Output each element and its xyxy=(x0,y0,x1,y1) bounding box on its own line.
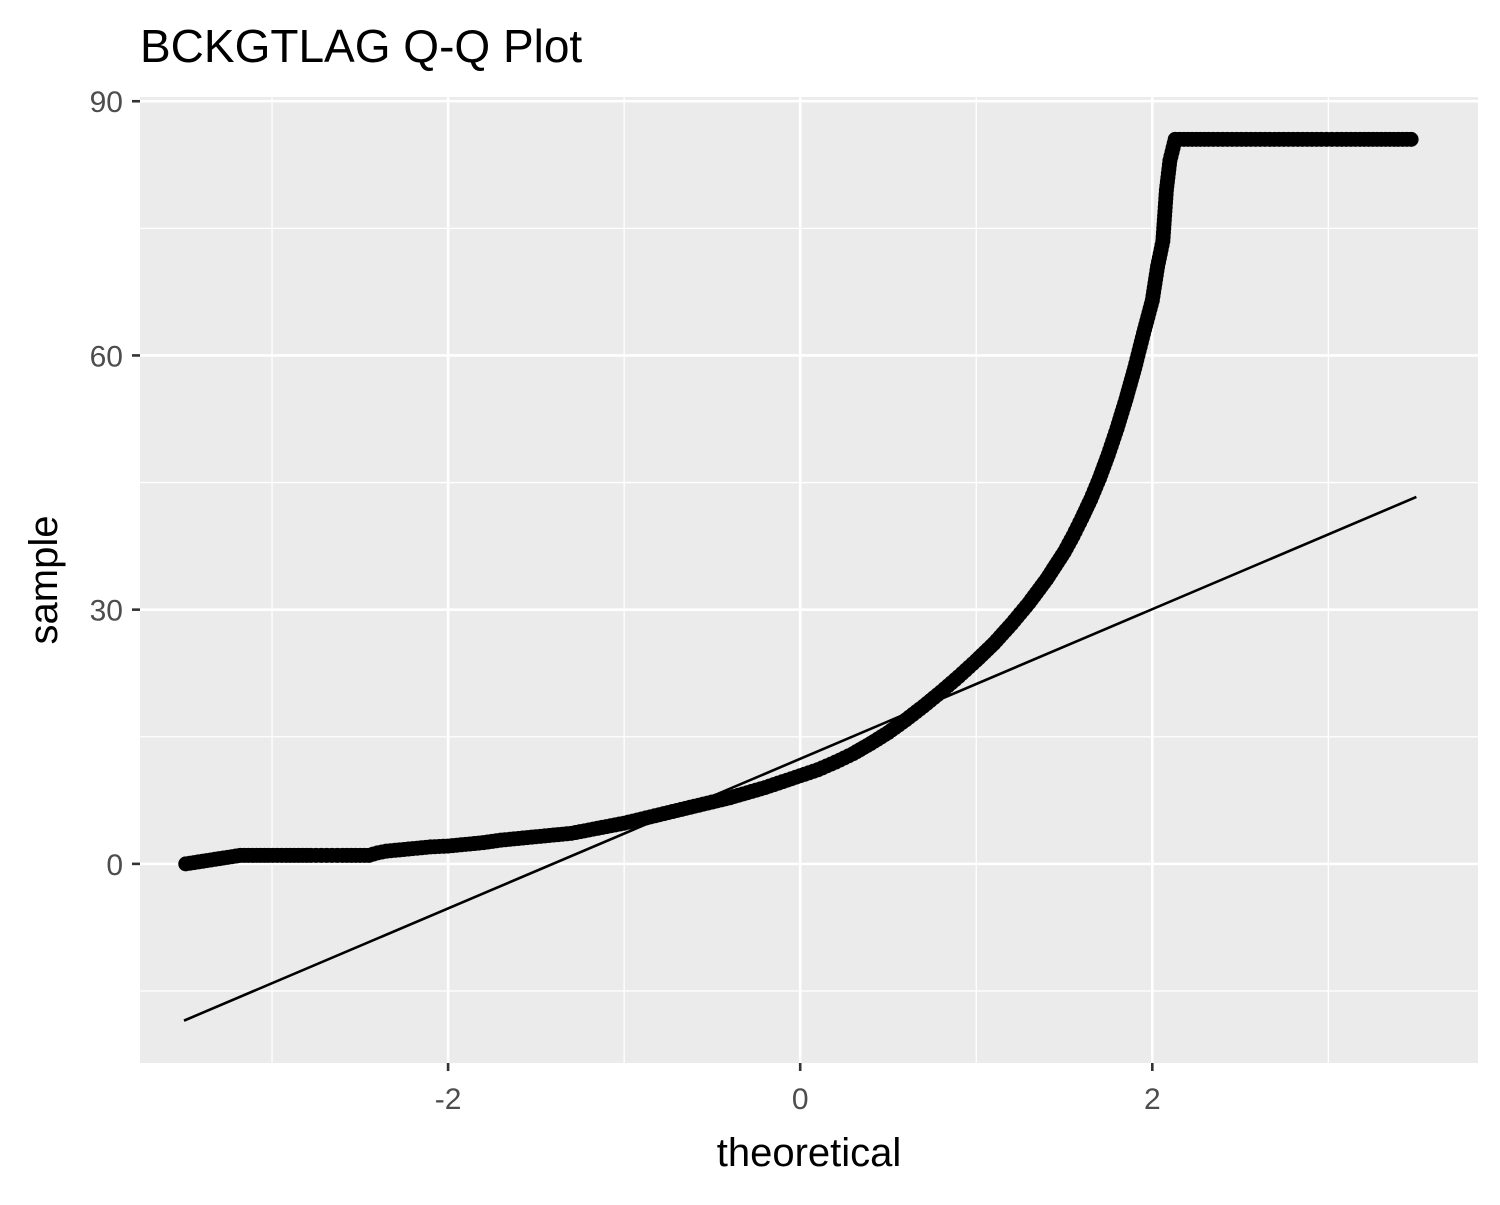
plot-panel xyxy=(140,97,1478,1063)
chart-title: BCKGTLAG Q-Q Plot xyxy=(140,20,582,72)
qq-point xyxy=(319,847,335,863)
qq-point xyxy=(1399,131,1415,147)
y-tick-label: 30 xyxy=(90,595,123,628)
x-tick-label: 0 xyxy=(792,1083,809,1116)
x-tick-label: 2 xyxy=(1144,1083,1161,1116)
qq-point xyxy=(308,847,324,863)
axes: -2 0 2 0 30 60 90 xyxy=(90,86,1161,1116)
data-points xyxy=(178,131,1419,872)
y-axis-title: sample xyxy=(22,516,66,645)
x-tick-label: -2 xyxy=(435,1083,462,1116)
y-tick-label: 90 xyxy=(90,86,123,119)
reference-line-layer xyxy=(183,495,1417,1022)
x-axis-title: theoretical xyxy=(717,1131,902,1175)
reference-line xyxy=(183,495,1417,1022)
y-tick-label: 0 xyxy=(106,849,123,882)
y-tick-label: 60 xyxy=(90,340,123,373)
